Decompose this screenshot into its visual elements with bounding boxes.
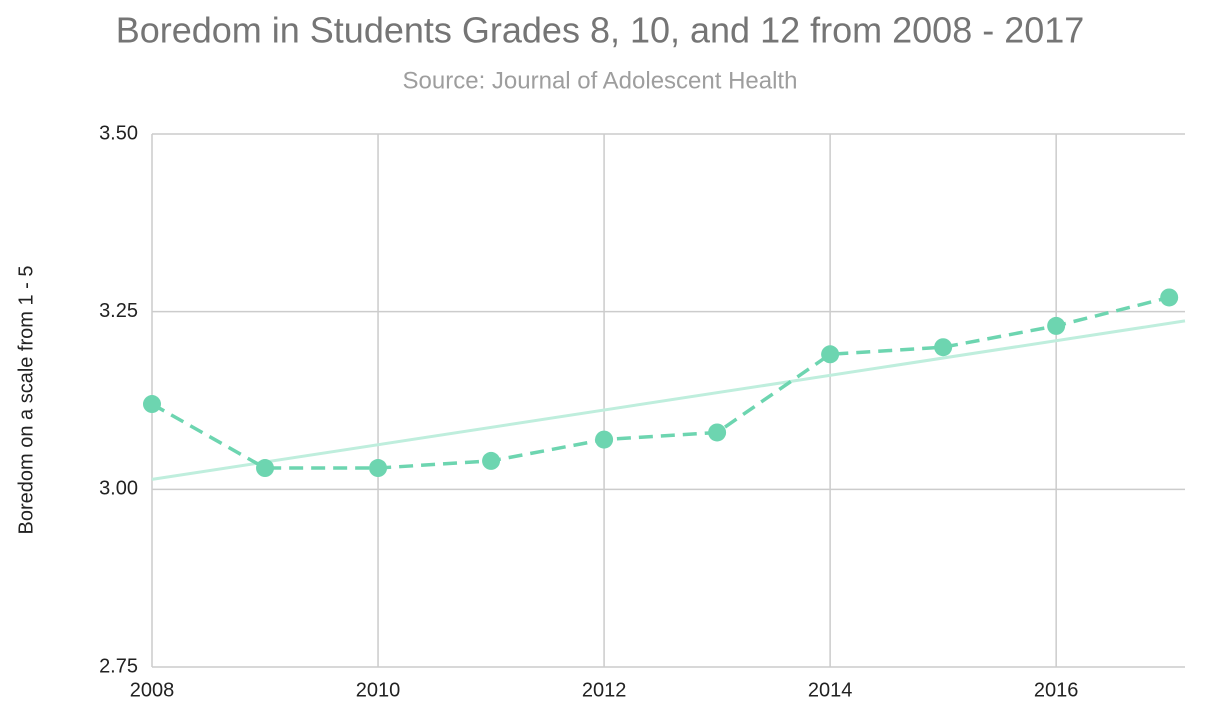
- data-point: [934, 338, 953, 357]
- x-tick-label: 2010: [356, 679, 401, 701]
- y-axis-label: Boredom on a scale from 1 - 5: [15, 265, 37, 534]
- x-tick-label: 2016: [1034, 679, 1079, 701]
- x-tick-label: 2008: [130, 679, 175, 701]
- trendline: [151, 319, 1186, 481]
- data-line: [151, 295, 1170, 470]
- y-tick-label: 3.00: [99, 478, 138, 500]
- data-point: [482, 451, 501, 470]
- x-tick-label: 2014: [808, 679, 853, 701]
- data-point: [1047, 316, 1066, 335]
- chart-title: Boredom in Students Grades 8, 10, and 12…: [116, 10, 1085, 51]
- data-point: [595, 430, 614, 449]
- data-point: [821, 345, 840, 364]
- data-point: [143, 395, 161, 414]
- data-point: [369, 459, 388, 478]
- data-point: [708, 423, 727, 442]
- x-tick-label: 2012: [582, 679, 627, 701]
- y-tick-label: 3.50: [99, 122, 138, 144]
- data-point: [1160, 288, 1179, 307]
- y-tick-label: 3.25: [99, 300, 138, 322]
- y-tick-label: 2.75: [99, 655, 138, 677]
- chart-subtitle: Source: Journal of Adolescent Health: [403, 67, 798, 94]
- data-point: [256, 459, 275, 478]
